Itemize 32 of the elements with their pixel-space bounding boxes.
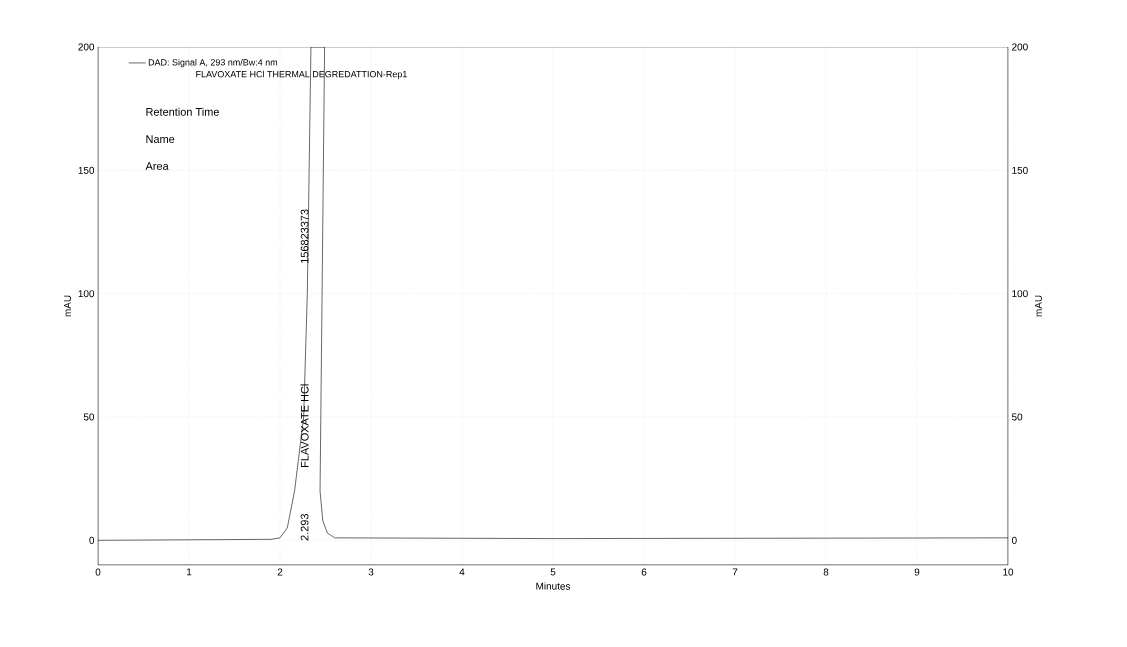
- y2-tick-label: 100: [1012, 290, 1028, 298]
- y2-tick-label: 50: [1011, 413, 1023, 421]
- annotation: Retention Time: [146, 107, 219, 116]
- y-tick-label: 50: [83, 413, 95, 421]
- annotation: 156823373: [300, 209, 309, 263]
- x-tick-label: 5: [550, 568, 556, 576]
- annotation: 2.293: [300, 514, 309, 541]
- annotation: FLAVOXATE HCl THERMAL DEGREDATTION-Rep1: [196, 70, 407, 80]
- y-tick-label: 0: [89, 536, 95, 544]
- x-axis-title: Minutes: [536, 582, 571, 590]
- x-tick-label: 1: [187, 568, 192, 576]
- y2-axis-title: mAU: [1035, 295, 1042, 317]
- x-tick-label: 4: [459, 568, 465, 576]
- x-tick-label: 6: [641, 568, 647, 576]
- x-tick-label: 3: [368, 568, 374, 576]
- x-tick-label: 9: [914, 568, 920, 576]
- y-tick-label: 200: [78, 43, 95, 51]
- legend-label: DAD: Signal A, 293 nm/Bw:4 nm: [148, 58, 278, 68]
- x-tick-label: 2: [277, 568, 283, 576]
- x-tick-label: 0: [95, 568, 101, 576]
- y2-tick-label: 200: [1012, 43, 1028, 51]
- x-tick-label: 10: [1003, 568, 1014, 576]
- annotation: Area: [145, 162, 169, 170]
- y-axis-title: mAU: [64, 295, 72, 317]
- x-tick-label: 8: [823, 568, 829, 576]
- y2-tick-label: 150: [1012, 166, 1028, 174]
- annotation: Name: [146, 135, 175, 144]
- y-tick-label: 100: [78, 290, 95, 298]
- annotation: FLAVOXATE HCl: [300, 384, 309, 468]
- y-tick-label: 150: [78, 166, 95, 174]
- x-tick-label: 7: [732, 568, 738, 576]
- y2-tick-label: 0: [1011, 536, 1017, 544]
